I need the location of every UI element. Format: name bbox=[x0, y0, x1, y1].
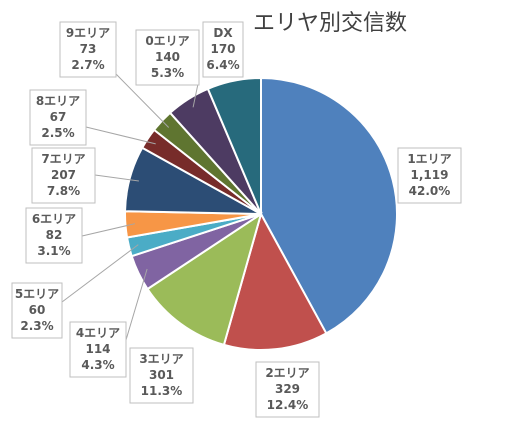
data-label-percent: 3.1% bbox=[37, 244, 70, 258]
data-label-value: 140 bbox=[155, 50, 180, 64]
leader-line bbox=[85, 126, 156, 145]
data-label-box bbox=[59, 21, 117, 78]
data-label-percent: 7.8% bbox=[47, 184, 80, 198]
data-label: 7エリア 207 7.8% bbox=[31, 147, 96, 204]
leader-line bbox=[115, 73, 170, 128]
leader-line bbox=[61, 244, 139, 303]
data-label: 2エリア 329 12.4% bbox=[255, 361, 320, 418]
data-label-value: 301 bbox=[149, 368, 174, 382]
data-label: 6エリア 82 3.1% bbox=[25, 207, 83, 264]
data-label-category: 4エリア bbox=[76, 326, 120, 340]
data-label-value: 1,119 bbox=[411, 168, 449, 182]
leader-line bbox=[94, 174, 139, 182]
data-label-category: 1エリア bbox=[407, 152, 451, 166]
data-label-value: 82 bbox=[46, 228, 63, 242]
data-label: 0エリア 140 5.3% bbox=[135, 29, 200, 86]
data-label-category: 0エリア bbox=[145, 34, 189, 48]
data-label-percent: 2.3% bbox=[20, 319, 53, 333]
data-label-percent: 42.0% bbox=[409, 184, 451, 198]
data-label-box bbox=[69, 321, 127, 378]
data-label-value: 60 bbox=[29, 303, 46, 317]
data-label-value: 329 bbox=[275, 382, 300, 396]
pie-slices bbox=[124, 76, 399, 352]
data-label: 8エリア 67 2.5% bbox=[29, 89, 87, 146]
data-label: 5エリア 60 2.3% bbox=[11, 282, 63, 339]
data-label: DX 170 6.4% bbox=[202, 21, 244, 78]
data-label-value: 73 bbox=[80, 42, 97, 56]
pie-slice bbox=[206, 76, 262, 215]
data-label-percent: 4.3% bbox=[81, 358, 114, 372]
data-label-value: 67 bbox=[50, 110, 67, 124]
data-label: 4エリア 114 4.3% bbox=[69, 321, 127, 378]
data-labels: 1エリア 1,119 42.0% 2エリア 329 12.4% 3エリア 301 11.3% 4エ… bbox=[11, 21, 462, 418]
pie-slice bbox=[222, 211, 328, 352]
data-label-category: 5エリア bbox=[15, 287, 59, 301]
data-label-box bbox=[255, 361, 320, 418]
data-label-category: DX bbox=[213, 26, 233, 40]
pie-slice bbox=[146, 211, 263, 347]
data-label-category: 7エリア bbox=[41, 152, 85, 166]
data-label-category: 8エリア bbox=[36, 94, 80, 108]
data-label-box bbox=[25, 207, 83, 264]
chart-title: エリヤ別交信数 bbox=[253, 11, 407, 36]
data-label-value: 114 bbox=[85, 342, 110, 356]
data-label-percent: 6.4% bbox=[206, 58, 239, 72]
data-label-box bbox=[29, 89, 87, 146]
data-label-value: 170 bbox=[210, 42, 235, 56]
data-label-box bbox=[31, 147, 96, 204]
data-label: 3エリア 301 11.3% bbox=[129, 347, 194, 404]
data-label-percent: 11.3% bbox=[141, 384, 183, 398]
data-label: 9エリア 73 2.7% bbox=[59, 21, 117, 78]
data-label-box bbox=[135, 29, 200, 86]
leader-line bbox=[125, 268, 148, 341]
data-label-category: 6エリア bbox=[32, 212, 76, 226]
data-label-box bbox=[202, 21, 244, 78]
data-label: 1エリア 1,119 42.0% bbox=[397, 147, 462, 204]
data-label-category: 3エリア bbox=[139, 352, 183, 366]
data-label-category: 9エリア bbox=[66, 26, 110, 40]
data-label-percent: 2.5% bbox=[41, 126, 74, 140]
data-label-category: 2エリア bbox=[265, 366, 309, 380]
data-label-box bbox=[397, 147, 462, 204]
data-label-percent: 2.7% bbox=[71, 58, 104, 72]
pie-slice bbox=[260, 76, 399, 335]
data-label-percent: 5.3% bbox=[151, 66, 184, 80]
data-label-box bbox=[11, 282, 63, 339]
leader-line bbox=[81, 223, 136, 237]
data-label-value: 207 bbox=[51, 168, 76, 182]
data-label-percent: 12.4% bbox=[267, 398, 309, 412]
data-label-box bbox=[129, 347, 194, 404]
